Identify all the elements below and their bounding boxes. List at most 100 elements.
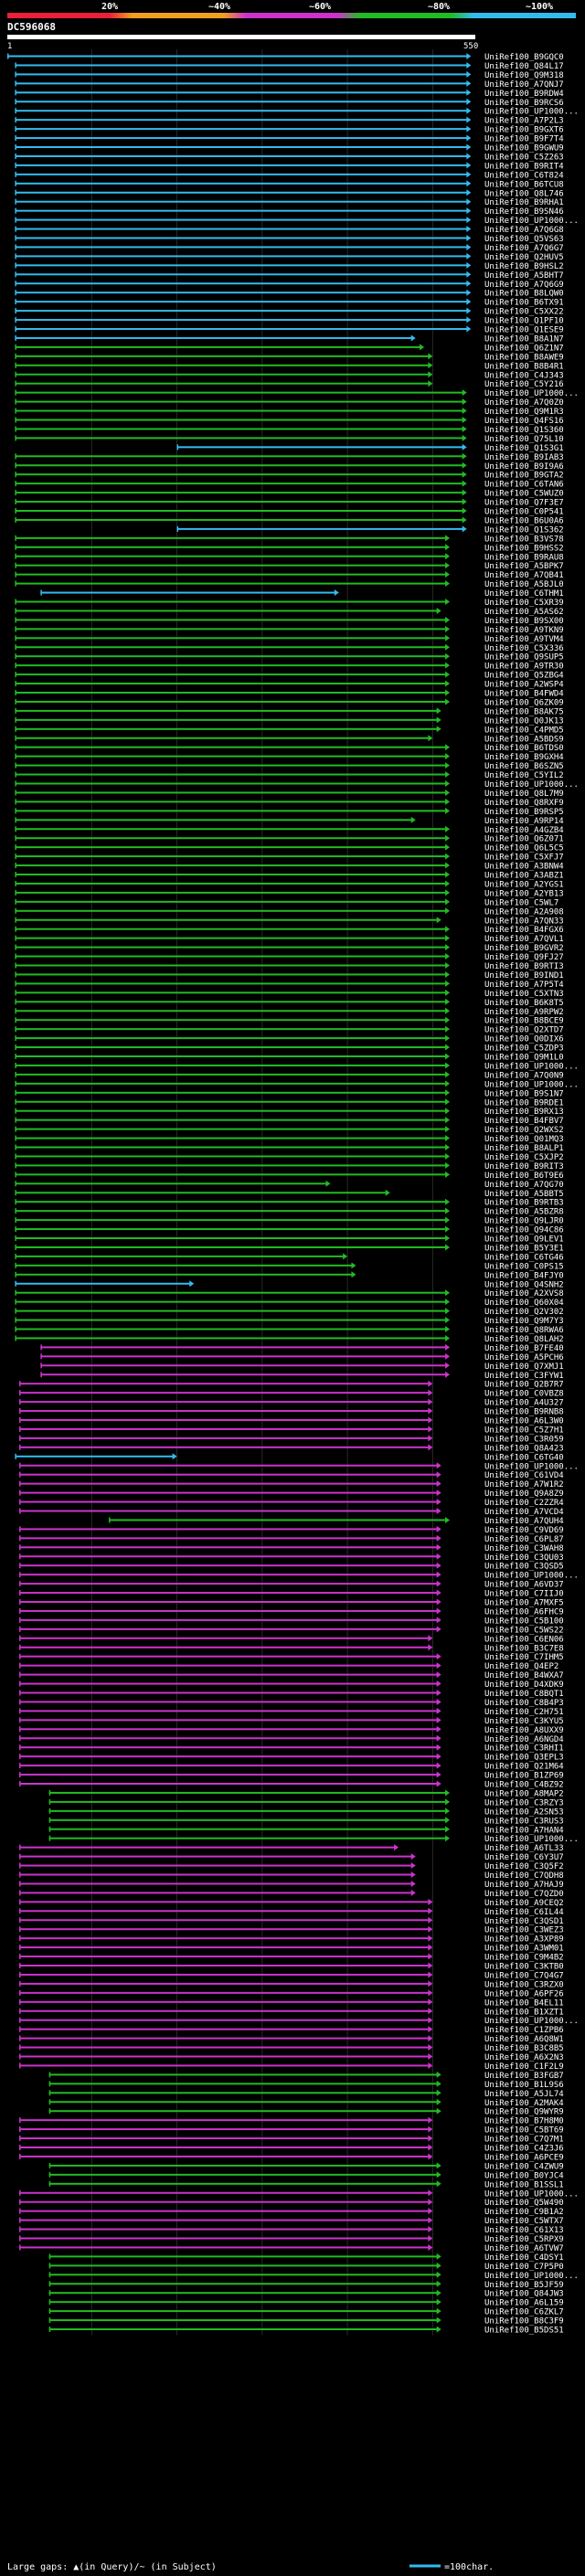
hit-bar[interactable] xyxy=(15,137,468,140)
hit-label[interactable]: UniRef100_A5BBT5 xyxy=(484,1190,564,1199)
hit-label[interactable]: UniRef100_A6PF26 xyxy=(484,1989,564,1998)
hit-label[interactable]: UniRef100_A7W1R2 xyxy=(484,1480,564,1489)
hit-bar[interactable] xyxy=(15,683,447,685)
hit-label[interactable]: UniRef100_A7VCD4 xyxy=(484,1508,564,1517)
hit-bar[interactable] xyxy=(19,1646,430,1648)
hit-bar[interactable] xyxy=(15,200,468,203)
hit-bar[interactable] xyxy=(19,1618,438,1621)
hit-bar[interactable] xyxy=(48,2301,438,2304)
hit-bar[interactable] xyxy=(15,737,430,739)
hit-bar[interactable] xyxy=(48,2101,438,2104)
hit-label[interactable]: UniRef100_B3C8B5 xyxy=(484,2044,564,2053)
hit-label[interactable]: UniRef100_A4U327 xyxy=(484,1399,564,1408)
hit-label[interactable]: UniRef100_A7QUH4 xyxy=(484,1517,564,1526)
hit-label[interactable]: UniRef100_Q21M64 xyxy=(484,1763,564,1772)
hit-label[interactable]: UniRef100_A5BPK7 xyxy=(484,562,564,571)
hit-bar[interactable] xyxy=(15,764,447,767)
hit-label[interactable]: UniRef100_Q7F3E7 xyxy=(484,499,564,508)
hit-label[interactable]: UniRef100_B5JF59 xyxy=(484,2281,564,2290)
hit-bar[interactable] xyxy=(48,2164,438,2167)
hit-bar[interactable] xyxy=(15,191,468,194)
hit-label[interactable]: UniRef100_Q9A8Z9 xyxy=(484,1489,564,1499)
hit-bar[interactable] xyxy=(15,128,468,131)
hit-bar[interactable] xyxy=(15,391,463,394)
hit-bar[interactable] xyxy=(15,673,447,676)
hit-bar[interactable] xyxy=(48,2292,438,2295)
hit-label[interactable]: UniRef100_C0P541 xyxy=(484,508,564,517)
hit-label[interactable]: UniRef100_A7Q0N9 xyxy=(484,1071,564,1080)
hit-label[interactable]: UniRef100_C3FYW1 xyxy=(484,1372,564,1381)
hit-label[interactable]: UniRef100_B3VS78 xyxy=(484,535,564,544)
hit-label[interactable]: UniRef100_C6TG46 xyxy=(484,1253,564,1262)
hit-label[interactable]: UniRef100_Q4FS16 xyxy=(484,417,564,426)
hit-bar[interactable] xyxy=(15,1028,447,1031)
hit-label[interactable]: UniRef100_A7Q6G8 xyxy=(484,226,564,235)
hit-bar[interactable] xyxy=(15,1137,447,1140)
hit-bar[interactable] xyxy=(7,55,468,58)
hit-bar[interactable] xyxy=(15,1455,174,1458)
hit-bar[interactable] xyxy=(15,292,468,294)
hit-bar[interactable] xyxy=(15,1128,447,1130)
hit-bar[interactable] xyxy=(19,1500,438,1503)
hit-bar[interactable] xyxy=(15,64,468,67)
hit-label[interactable]: UniRef100_B9RX13 xyxy=(484,1108,564,1117)
hit-bar[interactable] xyxy=(19,2000,430,2003)
hit-label[interactable]: UniRef100_Q8A423 xyxy=(484,1444,564,1453)
hit-bar[interactable] xyxy=(19,1855,412,1858)
hit-bar[interactable] xyxy=(19,2137,430,2140)
hit-label[interactable]: UniRef100_Q8RWA6 xyxy=(484,1326,564,1335)
hit-label[interactable]: UniRef100_B9GQC0 xyxy=(484,53,564,62)
hit-label[interactable]: UniRef100_A5PCH6 xyxy=(484,1353,564,1362)
hit-bar[interactable] xyxy=(15,900,447,903)
hit-label[interactable]: UniRef100_A7P5T4 xyxy=(484,981,564,990)
hit-bar[interactable] xyxy=(19,1682,438,1685)
hit-bar[interactable] xyxy=(15,409,463,412)
hit-label[interactable]: UniRef100_B9GXH4 xyxy=(484,753,564,762)
hit-bar[interactable] xyxy=(15,1219,447,1222)
hit-bar[interactable] xyxy=(15,237,468,239)
hit-label[interactable]: UniRef100_B7FE40 xyxy=(484,1344,564,1353)
hit-bar[interactable] xyxy=(15,800,447,803)
hit-bar[interactable] xyxy=(15,655,447,658)
hit-bar[interactable] xyxy=(48,1791,447,1794)
hit-label[interactable]: UniRef100_A3ABZ1 xyxy=(484,872,564,881)
hit-bar[interactable] xyxy=(15,518,463,521)
hit-label[interactable]: UniRef100_B8A1N7 xyxy=(484,334,564,344)
hit-bar[interactable] xyxy=(15,73,468,76)
hit-label[interactable]: UniRef100_C6Y3U7 xyxy=(484,1853,564,1862)
hit-label[interactable]: UniRef100_B9RNB8 xyxy=(484,1408,564,1417)
hit-label[interactable]: UniRef100_Q8RXF9 xyxy=(484,799,564,808)
hit-bar[interactable] xyxy=(15,955,447,958)
hit-label[interactable]: UniRef100_B8AWE9 xyxy=(484,353,564,362)
hit-label[interactable]: UniRef100_A3XP89 xyxy=(484,1935,564,1945)
hit-bar[interactable] xyxy=(15,610,438,612)
hit-bar[interactable] xyxy=(15,282,468,285)
hit-bar[interactable] xyxy=(15,1228,447,1231)
hit-bar[interactable] xyxy=(19,2155,430,2157)
hit-label[interactable]: UniRef100_A6L3W0 xyxy=(484,1417,564,1426)
hit-label[interactable]: UniRef100_C7QDH8 xyxy=(484,1871,564,1881)
hit-bar[interactable] xyxy=(19,1546,438,1549)
hit-bar[interactable] xyxy=(15,182,468,185)
hit-label[interactable]: UniRef100_A5BHT7 xyxy=(484,271,564,281)
hit-label[interactable]: UniRef100_B9I9A6 xyxy=(484,462,564,472)
hit-bar[interactable] xyxy=(48,2083,438,2085)
hit-label[interactable]: UniRef100_C4ZWU9 xyxy=(484,2162,564,2171)
hit-label[interactable]: UniRef100_Q9M1R3 xyxy=(484,408,564,417)
hit-bar[interactable] xyxy=(15,837,447,840)
hit-label[interactable]: UniRef100_A2YGS1 xyxy=(484,880,564,889)
hit-bar[interactable] xyxy=(19,1765,438,1767)
hit-label[interactable]: UniRef100_C3RUS3 xyxy=(484,1817,564,1826)
hit-bar[interactable] xyxy=(19,1892,412,1894)
hit-label[interactable]: UniRef100_B9SN46 xyxy=(484,207,564,217)
hit-bar[interactable] xyxy=(48,2283,438,2285)
hit-bar[interactable] xyxy=(48,2255,438,2258)
hit-bar[interactable] xyxy=(15,373,430,376)
hit-label[interactable]: UniRef100_A6VD37 xyxy=(484,1581,564,1590)
hit-bar[interactable] xyxy=(19,2200,430,2203)
hit-bar[interactable] xyxy=(19,1446,430,1448)
hit-bar[interactable] xyxy=(19,1965,430,1966)
hit-label[interactable]: UniRef100_A5BJL0 xyxy=(484,580,564,589)
hit-label[interactable]: UniRef100_C7QZD0 xyxy=(484,1890,564,1899)
hit-label[interactable]: UniRef100_C5Z7H1 xyxy=(484,1426,564,1435)
